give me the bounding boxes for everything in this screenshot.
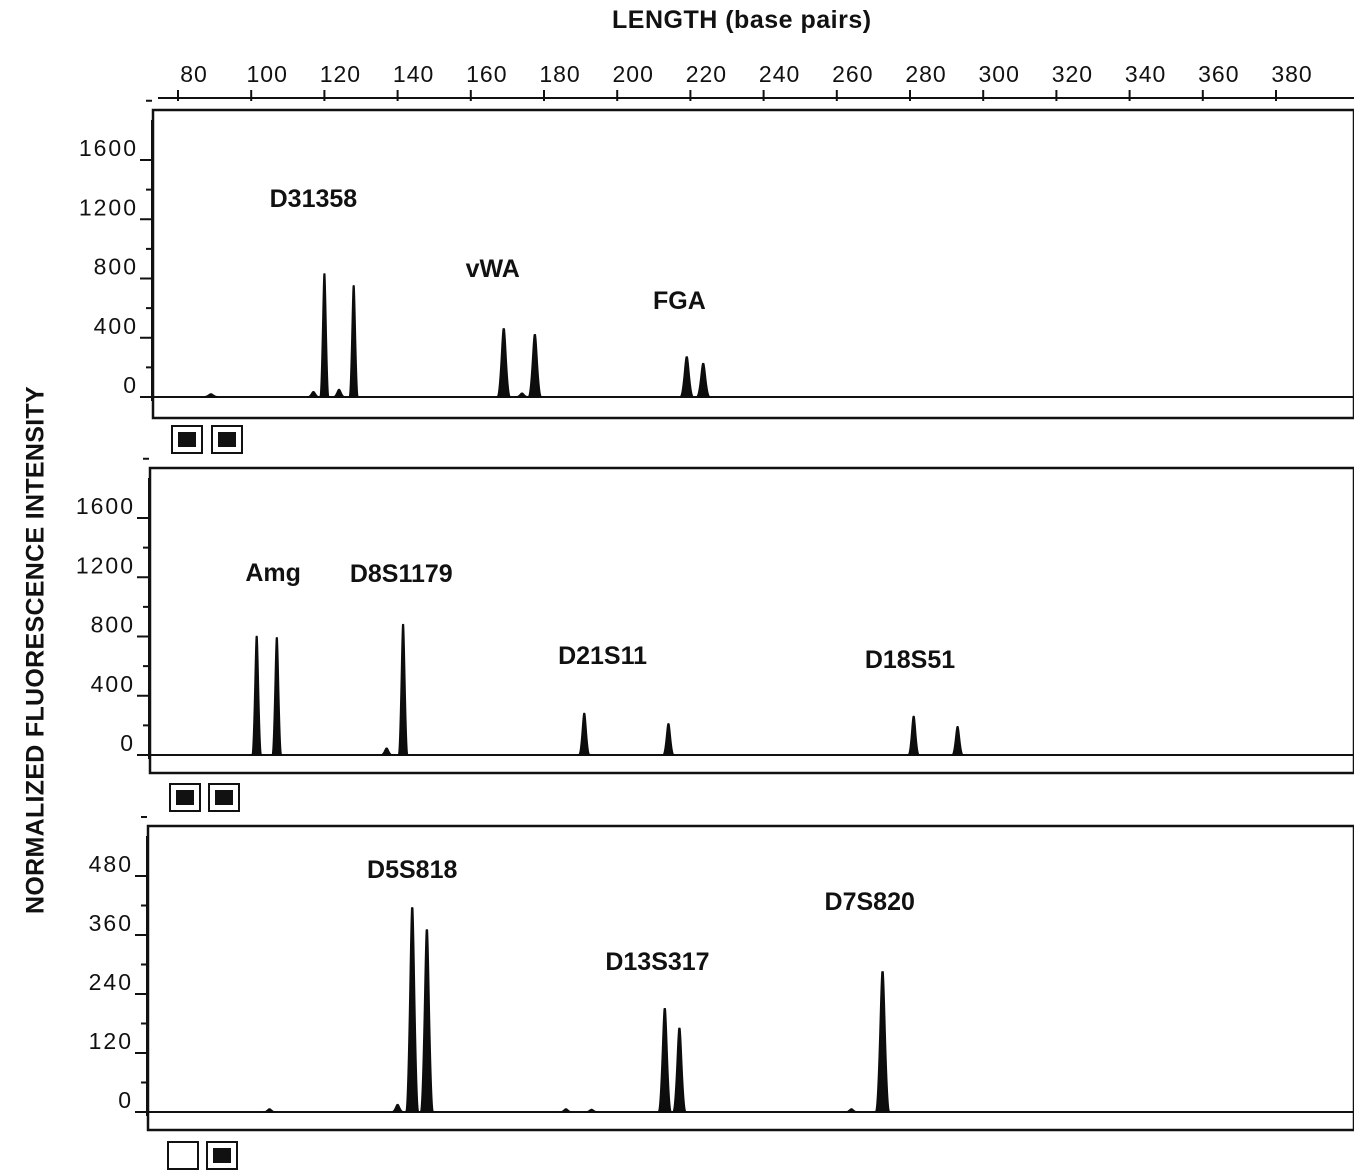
peak bbox=[661, 723, 675, 756]
y-tick-label: 480 bbox=[89, 851, 133, 877]
x-tick-label: 140 bbox=[393, 61, 434, 87]
peak bbox=[318, 273, 331, 398]
y-tick-label: 800 bbox=[91, 612, 135, 638]
checkbox-frame bbox=[208, 783, 240, 812]
x-tick-label: 320 bbox=[1052, 61, 1093, 87]
peak bbox=[527, 333, 543, 398]
panel-frame bbox=[146, 824, 1354, 1132]
y-tick-label: 0 bbox=[118, 1087, 133, 1113]
x-tick-label: 280 bbox=[905, 61, 946, 87]
y-tick-label: 800 bbox=[94, 254, 138, 280]
locus-label: D31358 bbox=[270, 185, 358, 213]
checkbox-mark bbox=[213, 1148, 231, 1163]
peak bbox=[951, 726, 965, 756]
peak bbox=[679, 356, 695, 398]
peak bbox=[657, 1007, 673, 1113]
checkbox-mark bbox=[176, 790, 194, 805]
x-axis: 80 100 120 140 160 180 200 220 240 260 280 300 320 34… bbox=[158, 61, 1354, 101]
checkbox-mark bbox=[215, 790, 233, 805]
y-tick-label: 120 bbox=[89, 1028, 133, 1054]
peak bbox=[585, 1108, 599, 1113]
peak bbox=[391, 1103, 405, 1113]
x-tick-label: 260 bbox=[832, 61, 873, 87]
locus-label: Amg bbox=[245, 559, 301, 587]
x-tick-label: 80 bbox=[180, 61, 208, 87]
peak bbox=[270, 637, 283, 756]
locus-label: D13S317 bbox=[605, 948, 709, 976]
peak bbox=[907, 715, 921, 756]
peak bbox=[397, 623, 410, 756]
y-tick-label: 1600 bbox=[79, 135, 138, 161]
peak bbox=[306, 391, 320, 398]
x-tick-label: 340 bbox=[1125, 61, 1166, 87]
peak bbox=[332, 388, 346, 398]
locus-label: D7S820 bbox=[825, 888, 915, 916]
peak bbox=[559, 1108, 573, 1113]
peak bbox=[577, 712, 591, 756]
x-tick-label: 300 bbox=[979, 61, 1020, 87]
peak bbox=[419, 929, 435, 1113]
y-tick-label: 400 bbox=[94, 313, 138, 339]
dye-checkbox[interactable] bbox=[171, 425, 203, 454]
peak bbox=[515, 392, 529, 398]
peak bbox=[348, 285, 360, 398]
x-tick-label: 100 bbox=[247, 61, 288, 87]
x-tick-label: 120 bbox=[320, 61, 361, 87]
peak bbox=[496, 328, 512, 398]
y-tick-label: 360 bbox=[89, 910, 133, 936]
checkbox-mark bbox=[178, 432, 196, 447]
panel-frame bbox=[148, 466, 1354, 775]
peak bbox=[671, 1027, 688, 1113]
y-tick-label: 400 bbox=[91, 671, 135, 697]
peak bbox=[844, 1108, 858, 1113]
panel-1: 0 400 800 1200 1600 D31358 vWA FGA bbox=[79, 99, 1354, 454]
y-tick-label: 1600 bbox=[76, 493, 135, 519]
locus-label: D18S51 bbox=[865, 646, 955, 674]
y-tick-label: 1200 bbox=[76, 552, 135, 578]
x-tick-label: 380 bbox=[1271, 61, 1312, 87]
checkbox-mark bbox=[218, 432, 236, 447]
peak bbox=[203, 393, 219, 398]
y-tick-label: 240 bbox=[89, 969, 133, 995]
locus-label: D21S11 bbox=[558, 642, 647, 670]
x-tick-label: 180 bbox=[539, 61, 580, 87]
y-tick-label: 0 bbox=[120, 730, 135, 756]
panel-frame bbox=[151, 108, 1354, 420]
x-tick-label: 240 bbox=[759, 61, 800, 87]
locus-label: D5S818 bbox=[367, 856, 457, 884]
locus-label: FGA bbox=[653, 287, 706, 315]
peak bbox=[695, 362, 711, 398]
y-tick-label: 0 bbox=[123, 372, 138, 398]
dye-checkbox[interactable] bbox=[167, 1141, 199, 1170]
peak bbox=[262, 1108, 277, 1113]
peak bbox=[380, 747, 394, 756]
locus-label: D8S1179 bbox=[350, 560, 453, 588]
dye-checkbox[interactable] bbox=[211, 425, 243, 454]
locus-label: vWA bbox=[466, 255, 520, 283]
x-tick-label: 360 bbox=[1198, 61, 1239, 87]
x-tick-label: 200 bbox=[613, 61, 654, 87]
x-axis-title: LENGTH (base pairs) bbox=[612, 6, 872, 34]
panel-2: 0 400 800 1200 1600 Amg D8S1179 D21S11 D18S51 bbox=[76, 457, 1354, 812]
dye-checkbox[interactable] bbox=[208, 783, 240, 812]
x-tick-label: 160 bbox=[466, 61, 507, 87]
dye-checkbox[interactable] bbox=[206, 1141, 238, 1170]
peak bbox=[250, 635, 263, 756]
panel-3: 0 120 240 360 480 D5S818 D13S317 D7S820 bbox=[89, 816, 1354, 1170]
checkbox-frame bbox=[167, 1141, 199, 1170]
y-tick-label: 1200 bbox=[79, 194, 138, 220]
x-tick-label: 220 bbox=[686, 61, 727, 87]
panels: 040080012001600D31358vWAFGA0400800120016… bbox=[76, 99, 1354, 1170]
peak bbox=[874, 971, 891, 1113]
peak bbox=[404, 907, 420, 1113]
dye-checkbox[interactable] bbox=[169, 783, 201, 812]
